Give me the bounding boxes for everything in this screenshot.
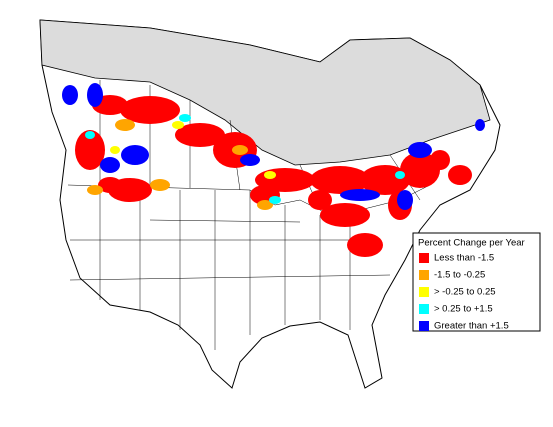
legend-label: Less than -1.5 (434, 253, 494, 264)
state-line (69, 190, 391, 350)
trend-area (269, 196, 281, 204)
trend-area (75, 130, 105, 170)
trend-area (240, 154, 260, 166)
trend-area (100, 157, 120, 173)
trend-area (172, 121, 184, 129)
legend-swatch (419, 287, 429, 297)
legend-label: Greater than +1.5 (434, 321, 509, 332)
trend-area (400, 152, 440, 188)
trend-area (257, 200, 273, 210)
trend-area (395, 171, 405, 179)
trend-area (179, 114, 191, 122)
legend-title: Percent Change per Year (418, 238, 525, 249)
legend-swatch (419, 253, 429, 263)
trend-area (264, 171, 276, 179)
trend-area (121, 145, 149, 165)
legend-label: -1.5 to -0.25 (434, 270, 485, 281)
trend-area (232, 145, 248, 155)
trend-area (408, 142, 432, 158)
legend-box (412, 232, 541, 332)
legend-label: > 0.25 to +1.5 (434, 304, 493, 315)
trend-area (320, 203, 370, 227)
trend-area (87, 83, 103, 107)
trend-area (397, 190, 413, 210)
trend-area (87, 185, 103, 195)
legend-items: Less than -1.5 -1.5 to -0.25 > -0.25 to 0.… (419, 253, 509, 332)
trend-area (110, 146, 120, 154)
legend-swatch (419, 304, 429, 314)
trend-areas (62, 83, 485, 257)
trend-area (448, 165, 472, 185)
legend-swatch (419, 270, 429, 280)
trend-area (340, 189, 380, 201)
trend-area (310, 166, 370, 194)
trend-area (430, 150, 450, 170)
legend-label: > -0.25 to 0.25 (434, 287, 496, 298)
trend-area (115, 119, 135, 131)
trend-area (475, 119, 485, 131)
trend-area (175, 123, 225, 147)
trend-area (98, 177, 122, 193)
trend-area (85, 131, 95, 139)
legend: Percent Change per Year Less than -1.5 -1… (412, 232, 541, 332)
trend-area (347, 233, 383, 257)
trend-area (62, 85, 78, 105)
trend-area (150, 179, 170, 191)
legend-swatch (419, 321, 429, 331)
trend-area (308, 190, 332, 210)
trend-area (120, 96, 180, 124)
